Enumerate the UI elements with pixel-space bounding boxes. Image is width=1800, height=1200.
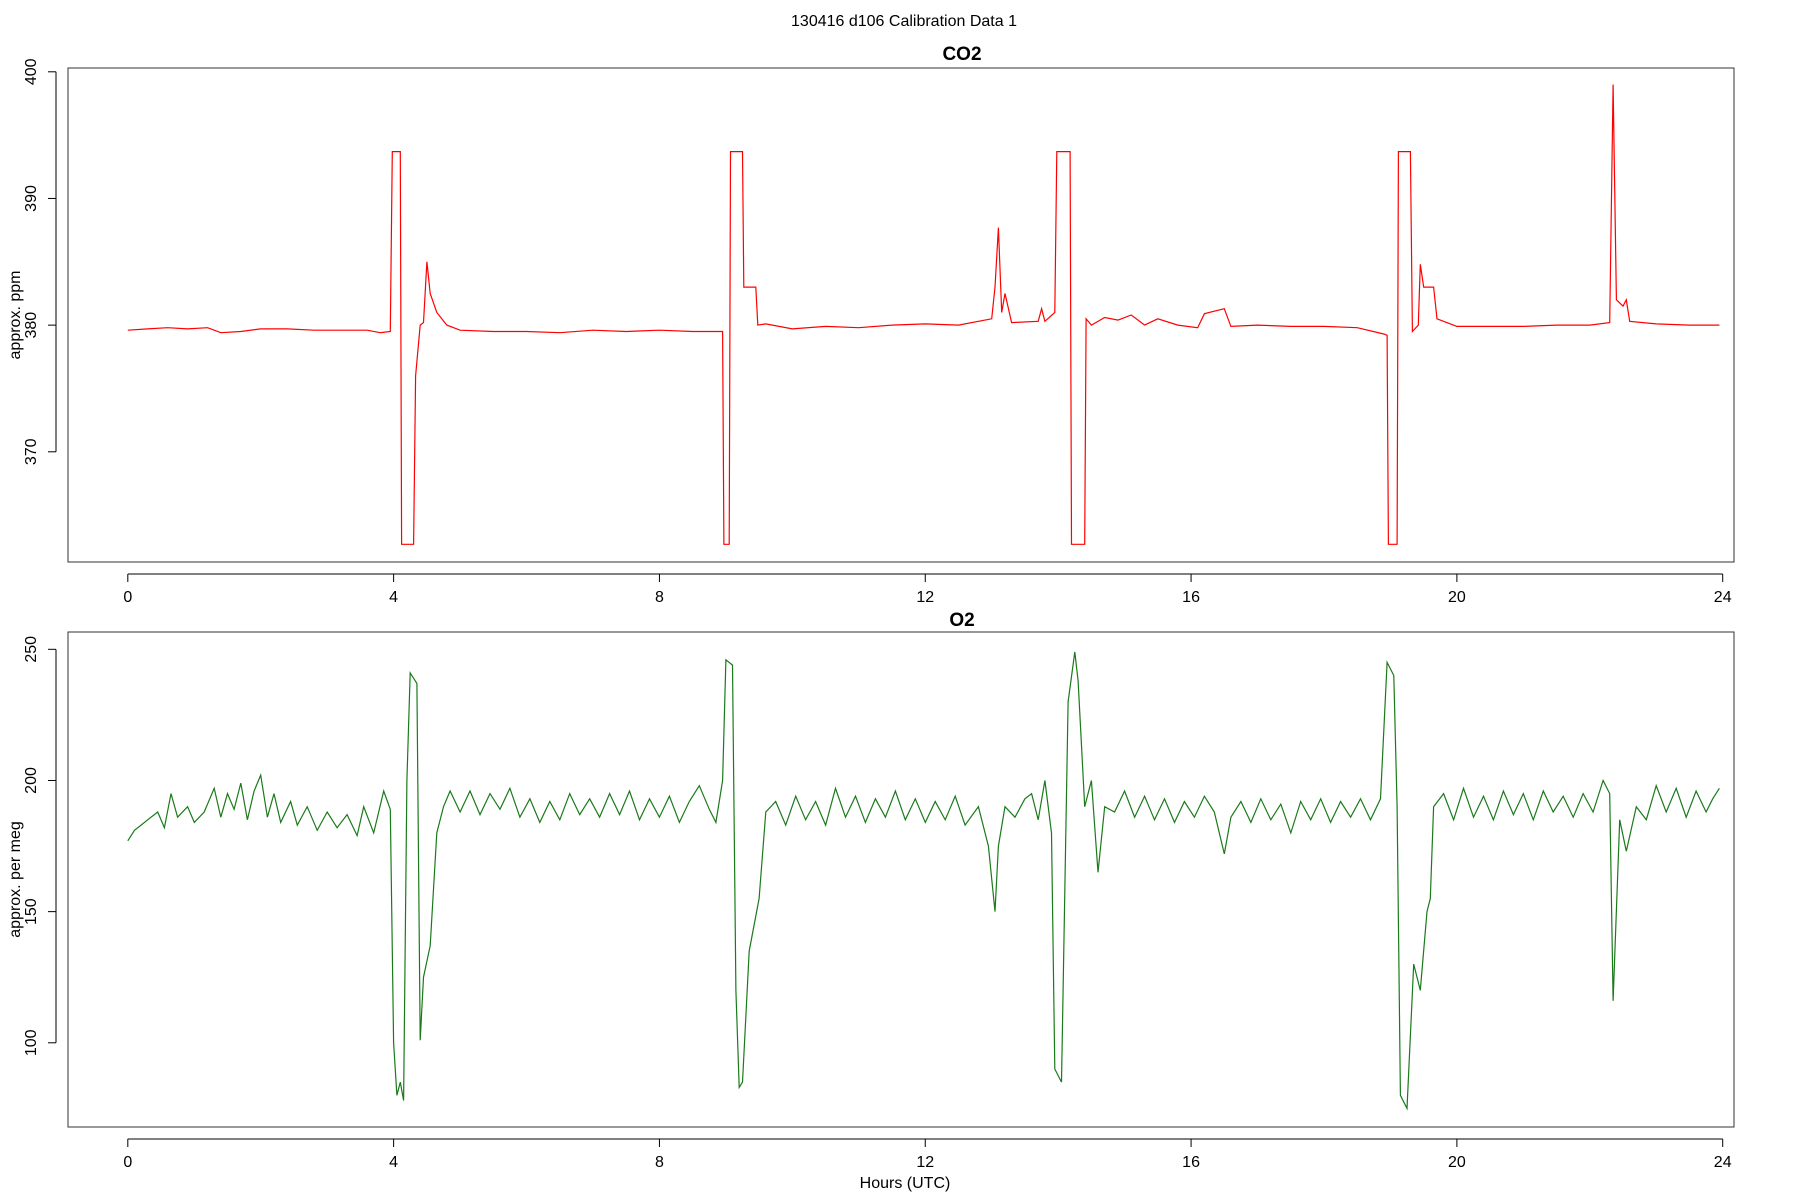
y-tick-label: 370 [23,438,40,465]
y-axis-label: approx. ppm [7,271,24,360]
x-tick-label: 20 [1448,589,1466,606]
x-tick-label: 0 [123,1154,132,1171]
x-tick-label: 12 [916,589,934,606]
chart-title: O2 [949,610,974,631]
y-tick-label: 390 [23,185,40,212]
figure-title: 130416 d106 Calibration Data 1 [791,13,1017,30]
x-tick-label: 24 [1714,589,1732,606]
y-tick-label: 150 [23,898,40,925]
x-tick-label: 8 [655,589,664,606]
x-tick-label: 0 [123,589,132,606]
x-tick-label: 4 [389,1154,398,1171]
chart-title: CO2 [942,44,981,65]
y-tick-label: 400 [23,58,40,85]
x-tick-label: 8 [655,1154,664,1171]
y-tick-label: 380 [23,312,40,339]
data-line [127,84,1720,545]
data-line [127,651,1720,1111]
y-tick-label: 100 [23,1029,40,1056]
y-tick-label: 250 [23,636,40,663]
plot-frame [67,631,1735,1128]
plot-frame [67,67,1735,563]
x-tick-label: 16 [1182,589,1200,606]
x-axis-label: Hours (UTC) [860,1175,951,1192]
y-axis-label: approx. per meg [7,821,24,938]
x-tick-label: 4 [389,589,398,606]
x-tick-label: 12 [916,1154,934,1171]
x-tick-label: 20 [1448,1154,1466,1171]
y-tick-label: 200 [23,767,40,794]
x-tick-label: 16 [1182,1154,1200,1171]
x-tick-label: 24 [1714,1154,1732,1171]
